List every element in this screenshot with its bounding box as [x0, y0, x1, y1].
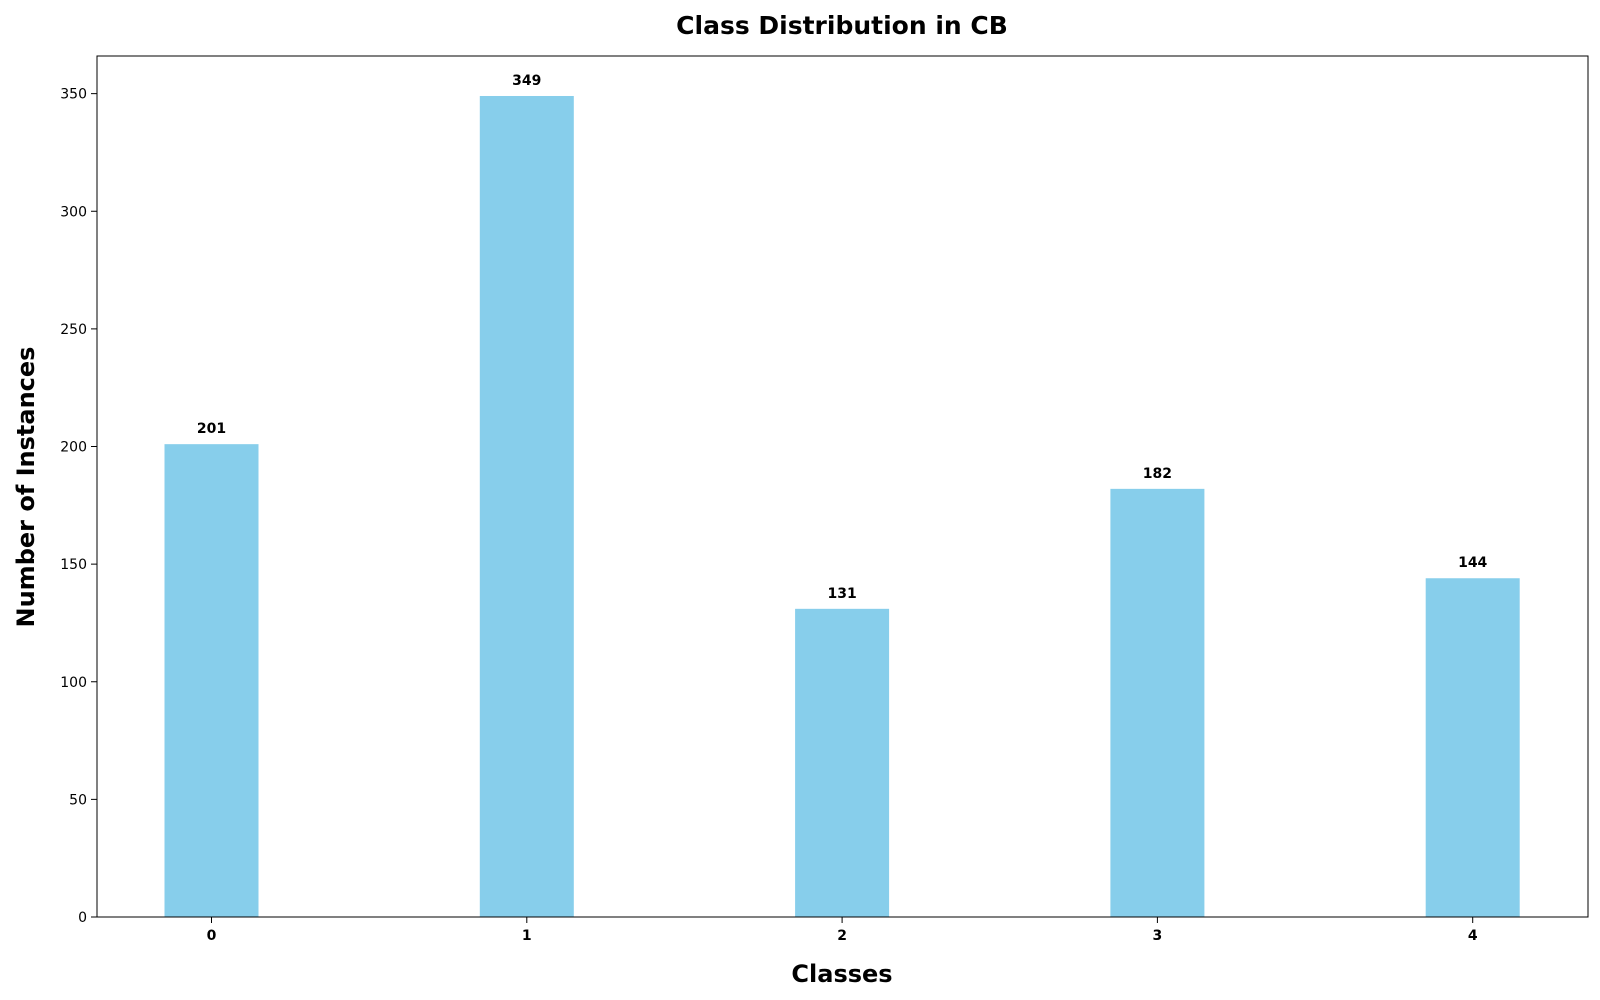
y-tick-label-250: 250: [60, 322, 87, 338]
y-axis-label: Number of Instances: [12, 347, 40, 628]
plot-area: 201 349 131 182 144: [96, 55, 1589, 918]
y-tick-label-150: 150: [60, 557, 87, 573]
data-label-class-4: 144: [1458, 555, 1487, 571]
x-tick-label-0: 0: [207, 928, 217, 944]
y-tick-label-100: 100: [60, 675, 87, 691]
x-axis: 0 1 2 3 4: [207, 917, 1478, 944]
bar-class-4: [1425, 578, 1520, 917]
y-axis: 0 50 100 150 200 250 300 350: [60, 87, 97, 926]
data-label-class-3: 182: [1143, 466, 1172, 482]
bars-group: [164, 95, 1520, 917]
bar-class-1: [479, 95, 574, 917]
x-tick-label-3: 3: [1153, 928, 1163, 944]
x-tick-label-4: 4: [1468, 928, 1478, 944]
data-labels-group: 201 349 131 182 144: [197, 73, 1488, 602]
data-label-class-2: 131: [827, 586, 856, 602]
y-tick-label-350: 350: [60, 87, 87, 103]
x-tick-label-2: 2: [837, 928, 847, 944]
y-tick-label-50: 50: [69, 792, 87, 808]
bar-class-0: [164, 444, 259, 917]
chart-title: Class Distribution in CB: [676, 11, 1008, 40]
x-tick-label-1: 1: [522, 928, 532, 944]
y-tick-label-200: 200: [60, 440, 87, 456]
x-axis-label: Classes: [791, 960, 892, 988]
y-tick-label-300: 300: [60, 204, 87, 220]
bar-class-2: [795, 608, 890, 917]
bar-class-3: [1110, 488, 1205, 917]
data-label-class-0: 201: [197, 421, 226, 437]
y-tick-label-0: 0: [78, 910, 87, 926]
data-label-class-1: 349: [512, 73, 541, 89]
